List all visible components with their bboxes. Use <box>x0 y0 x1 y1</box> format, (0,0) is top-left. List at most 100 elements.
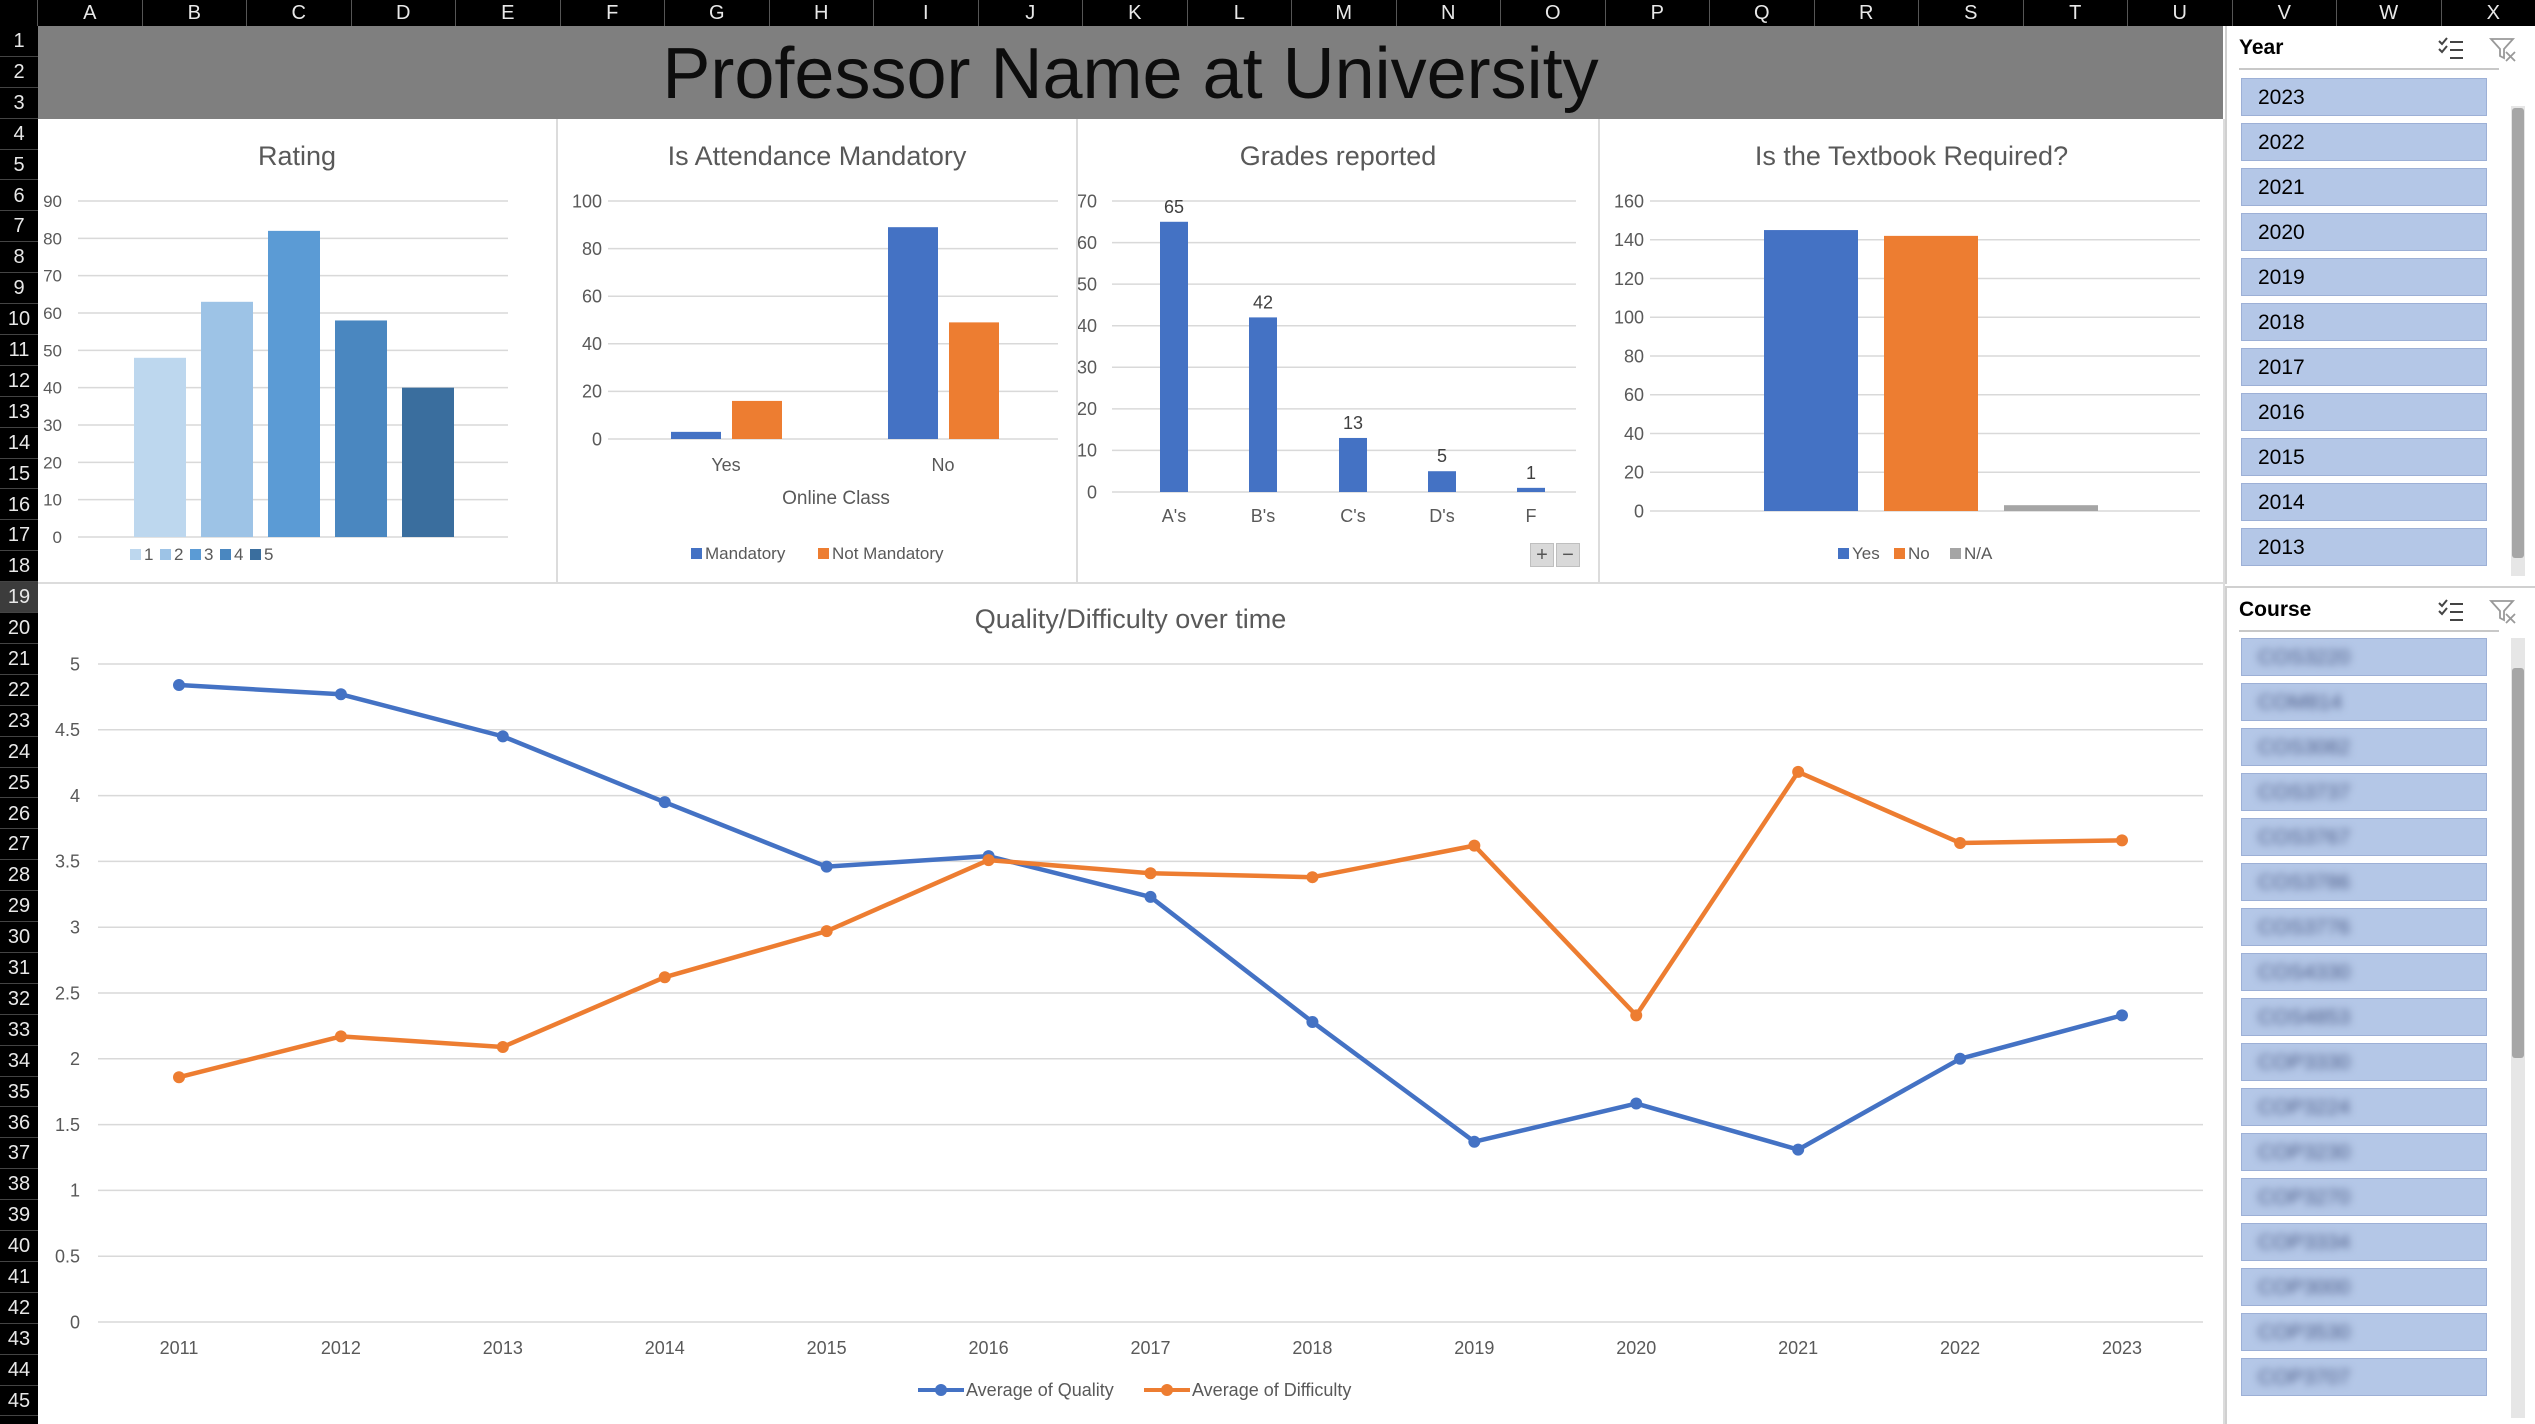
course-slicer-item[interactable]: COP3530 <box>2241 1313 2487 1351</box>
course-slicer-item[interactable]: COP3230 <box>2241 1133 2487 1171</box>
quality-difficulty-chart[interactable]: Quality/Difficulty over time 5 4.5 4 3.5 3 2.… <box>38 584 2225 1424</box>
grades-chart[interactable]: Grades reported 70 60 50 40 30 20 10 0 65 A's 42 B'… <box>1077 119 1600 584</box>
course-slicer-item[interactable]: COP3330 <box>2241 1043 2487 1081</box>
row-header-33[interactable]: 33 <box>0 1015 38 1046</box>
row-header-43[interactable]: 43 <box>0 1324 38 1355</box>
multi-select-icon[interactable] <box>2437 36 2465 62</box>
row-header-41[interactable]: 41 <box>0 1262 38 1293</box>
course-slicer-item[interactable]: COP3334 <box>2241 1223 2487 1261</box>
course-slicer-item[interactable]: COM814 <box>2241 683 2487 721</box>
year-slicer-item-2021[interactable]: 2021 <box>2241 168 2487 206</box>
row-header-19[interactable]: 19 <box>0 582 38 614</box>
rating-chart[interactable]: Rating 90 80 70 60 50 40 30 20 10 0 1 2 3 4 5 <box>38 119 558 584</box>
column-header-X[interactable]: X <box>2442 0 2535 26</box>
row-header-25[interactable]: 25 <box>0 768 38 799</box>
year-slicer-item-2017[interactable]: 2017 <box>2241 348 2487 386</box>
year-slicer-item-2023[interactable]: 2023 <box>2241 78 2487 116</box>
column-header-Q[interactable]: Q <box>1710 0 1815 26</box>
column-header-N[interactable]: N <box>1397 0 1501 26</box>
row-header-23[interactable]: 23 <box>0 706 38 737</box>
year-slicer-scroll-thumb[interactable] <box>2512 108 2524 558</box>
row-header-35[interactable]: 35 <box>0 1077 38 1108</box>
row-header-26[interactable]: 26 <box>0 799 38 830</box>
collapse-button[interactable]: − <box>1556 543 1580 567</box>
course-slicer[interactable]: Course COS3220 COM814 COS3082 COS3737 COS376… <box>2225 586 2535 1424</box>
row-header-11[interactable]: 11 <box>0 335 38 366</box>
column-header-W[interactable]: W <box>2337 0 2442 26</box>
row-header-14[interactable]: 14 <box>0 428 38 459</box>
course-slicer-item[interactable]: COS4853 <box>2241 998 2487 1036</box>
row-header-27[interactable]: 27 <box>0 829 38 861</box>
row-header-45[interactable]: 45 <box>0 1386 38 1417</box>
column-header-D[interactable]: D <box>352 0 456 26</box>
year-slicer-item-2016[interactable]: 2016 <box>2241 393 2487 431</box>
course-slicer-scroll-thumb[interactable] <box>2512 668 2524 1058</box>
row-header-8[interactable]: 8 <box>0 242 38 274</box>
clear-filter-icon[interactable] <box>2489 598 2517 624</box>
column-header-C[interactable]: C <box>247 0 352 26</box>
row-header-4[interactable]: 4 <box>0 119 38 150</box>
course-slicer-item[interactable]: COP3224 <box>2241 1088 2487 1126</box>
row-header-6[interactable]: 6 <box>0 181 38 212</box>
year-slicer-item-2019[interactable]: 2019 <box>2241 258 2487 296</box>
row-header-39[interactable]: 39 <box>0 1200 38 1232</box>
row-header-18[interactable]: 18 <box>0 551 38 583</box>
course-slicer-item[interactable]: COS3220 <box>2241 638 2487 676</box>
row-header-30[interactable]: 30 <box>0 922 38 953</box>
row-header-20[interactable]: 20 <box>0 613 38 644</box>
column-header-E[interactable]: E <box>456 0 561 26</box>
expand-button[interactable]: + <box>1530 543 1554 567</box>
row-header-34[interactable]: 34 <box>0 1046 38 1077</box>
column-header-I[interactable]: I <box>874 0 979 26</box>
course-slicer-item[interactable]: COS3767 <box>2241 818 2487 856</box>
column-header-V[interactable]: V <box>2233 0 2337 26</box>
row-header-22[interactable]: 22 <box>0 675 38 706</box>
course-slicer-item[interactable]: COP3707 <box>2241 1358 2487 1396</box>
row-header-42[interactable]: 42 <box>0 1293 38 1324</box>
row-header-31[interactable]: 31 <box>0 953 38 984</box>
course-slicer-item[interactable]: COP3000 <box>2241 1268 2487 1306</box>
column-header-F[interactable]: F <box>561 0 665 26</box>
course-slicer-item[interactable]: COP3270 <box>2241 1178 2487 1216</box>
row-header-32[interactable]: 32 <box>0 984 38 1015</box>
year-slicer-item-2018[interactable]: 2018 <box>2241 303 2487 341</box>
row-header-17[interactable]: 17 <box>0 520 38 552</box>
row-header-3[interactable]: 3 <box>0 88 38 119</box>
row-header-7[interactable]: 7 <box>0 211 38 243</box>
course-slicer-item[interactable]: COS3786 <box>2241 863 2487 901</box>
course-slicer-item[interactable]: COS4330 <box>2241 953 2487 991</box>
year-slicer-item-2014[interactable]: 2014 <box>2241 483 2487 521</box>
column-header-M[interactable]: M <box>1292 0 1397 26</box>
column-header-K[interactable]: K <box>1083 0 1188 26</box>
column-header-P[interactable]: P <box>1606 0 1710 26</box>
course-slicer-item[interactable]: COS3737 <box>2241 773 2487 811</box>
multi-select-icon[interactable] <box>2437 598 2465 624</box>
course-slicer-item[interactable]: COS3776 <box>2241 908 2487 946</box>
column-header-B[interactable]: B <box>143 0 247 26</box>
column-header-S[interactable]: S <box>1919 0 2024 26</box>
select-all-corner[interactable] <box>0 0 38 26</box>
column-header-A[interactable]: A <box>38 0 143 26</box>
row-header-28[interactable]: 28 <box>0 860 38 892</box>
year-slicer-item-2015[interactable]: 2015 <box>2241 438 2487 476</box>
row-header-37[interactable]: 37 <box>0 1138 38 1170</box>
column-header-H[interactable]: H <box>770 0 874 26</box>
row-header-13[interactable]: 13 <box>0 397 38 428</box>
year-slicer-item-2020[interactable]: 2020 <box>2241 213 2487 251</box>
row-header-40[interactable]: 40 <box>0 1231 38 1262</box>
row-header-12[interactable]: 12 <box>0 366 38 397</box>
year-slicer-item-2013[interactable]: 2013 <box>2241 528 2487 566</box>
row-header-44[interactable]: 44 <box>0 1355 38 1386</box>
row-header-24[interactable]: 24 <box>0 737 38 768</box>
column-header-R[interactable]: R <box>1815 0 1919 26</box>
column-header-G[interactable]: G <box>665 0 770 26</box>
row-header-29[interactable]: 29 <box>0 891 38 923</box>
row-header-15[interactable]: 15 <box>0 459 38 490</box>
row-header-9[interactable]: 9 <box>0 273 38 305</box>
column-header-O[interactable]: O <box>1501 0 1606 26</box>
row-header-16[interactable]: 16 <box>0 490 38 521</box>
year-slicer-item-2022[interactable]: 2022 <box>2241 123 2487 161</box>
row-header-10[interactable]: 10 <box>0 304 38 335</box>
year-slicer[interactable]: Year 2023 2022 2021 2020 2019 2018 2017 2016 201… <box>2225 26 2535 584</box>
row-header-5[interactable]: 5 <box>0 150 38 181</box>
